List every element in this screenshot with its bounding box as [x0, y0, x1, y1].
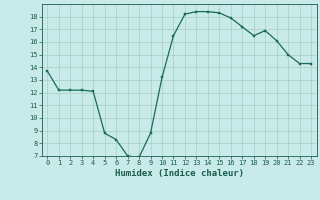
X-axis label: Humidex (Indice chaleur): Humidex (Indice chaleur)	[115, 169, 244, 178]
